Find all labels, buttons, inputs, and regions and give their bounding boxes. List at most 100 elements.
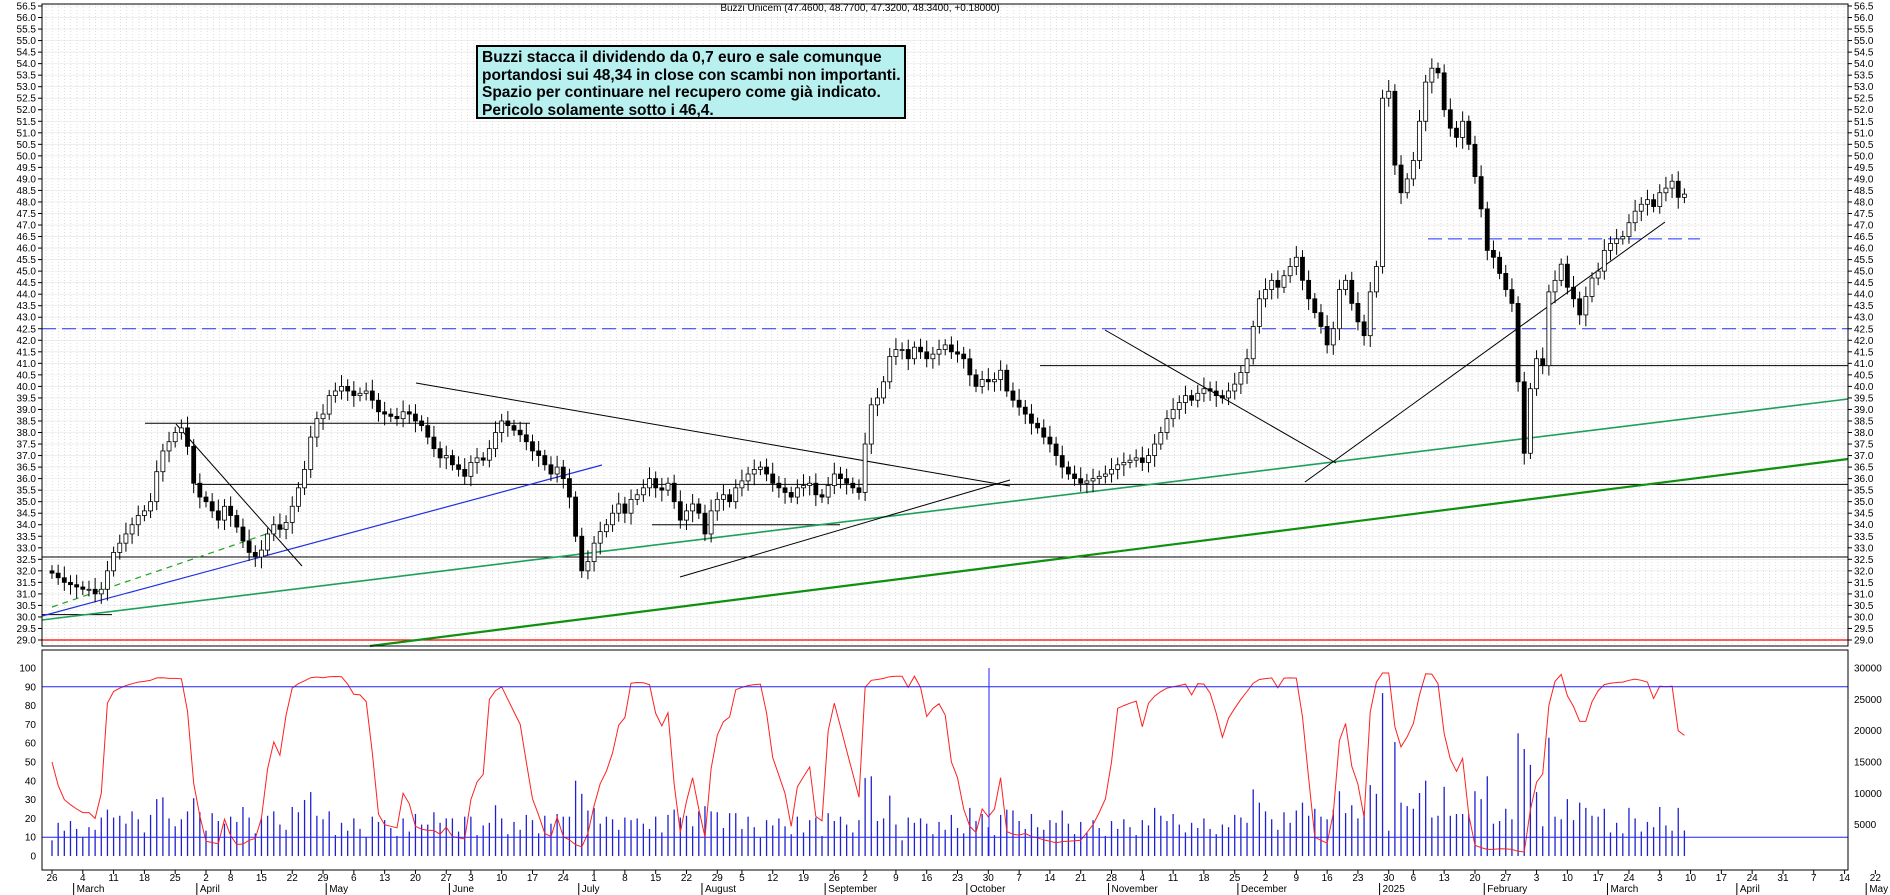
x-day-label: 21 <box>1075 873 1087 884</box>
candle-body <box>1441 72 1447 111</box>
price-tick-label-right: 52.0 <box>1854 105 1874 116</box>
candle-body <box>271 524 277 535</box>
candle-body <box>1053 443 1059 456</box>
price-tick-label-left: 30.5 <box>17 601 37 612</box>
candle-body <box>1528 388 1533 454</box>
candle-body <box>1318 312 1324 327</box>
volume-tick-label: 30000 <box>1854 664 1882 675</box>
candle-body <box>511 425 517 431</box>
candle-body <box>215 510 221 521</box>
candle-body <box>616 503 622 514</box>
candle-body <box>1608 243 1613 251</box>
candle-body <box>413 413 418 422</box>
price-tick-label-left: 41.5 <box>17 347 37 358</box>
price-tick-label-left: 37.0 <box>17 451 37 462</box>
candle-body <box>1374 266 1379 293</box>
candle-body <box>1669 180 1675 189</box>
candle-body <box>295 487 301 507</box>
price-tick-label-right: 47.0 <box>1854 221 1874 232</box>
candle-body <box>1256 298 1262 327</box>
annotation-line-3: Spazio per continuare nel recupero come … <box>482 84 881 101</box>
candle-body <box>129 524 135 535</box>
candle-body <box>1201 388 1207 394</box>
annotation-box: Buzzi stacca il dividendo da 0,7 euro e … <box>476 45 906 119</box>
candle-body <box>1041 427 1047 438</box>
price-tick-label-left: 40.5 <box>17 370 37 381</box>
candle-body <box>1102 473 1108 477</box>
candle-body <box>117 542 123 553</box>
candle-body <box>1515 303 1521 383</box>
candle-body <box>1287 266 1293 277</box>
candle-body <box>166 441 172 452</box>
candle-body <box>1072 473 1077 480</box>
price-tick-label-left: 39.5 <box>17 393 37 404</box>
price-tick-label-right: 50.0 <box>1854 151 1874 162</box>
x-day-label: 20 <box>1469 873 1481 884</box>
trend-line <box>415 382 1011 487</box>
x-month-label: July <box>582 884 600 895</box>
candle-body <box>1620 236 1626 240</box>
candle-body <box>1651 199 1656 207</box>
stochastic-tick-label: 80 <box>25 701 37 712</box>
candle-body <box>751 468 757 475</box>
price-tick-label-right: 41.0 <box>1854 359 1874 370</box>
price-tick-label-right: 33.5 <box>1854 532 1874 543</box>
volume-tick-label: 15000 <box>1854 758 1882 769</box>
candle-body <box>345 385 351 392</box>
candle-body <box>1552 279 1558 293</box>
x-day-label: 16 <box>921 873 933 884</box>
volume-tick-label: 20000 <box>1854 726 1882 737</box>
candle-body <box>1059 455 1065 468</box>
candle-body <box>1164 418 1170 433</box>
x-day-label: 2 <box>203 873 209 884</box>
candle-body <box>1010 390 1016 401</box>
price-tick-label-left: 53.5 <box>17 71 37 82</box>
lower-panel-frame <box>41 649 1849 871</box>
candle-body <box>1682 193 1687 198</box>
candle-body <box>1343 279 1348 290</box>
candle-body <box>419 420 425 426</box>
candle-body <box>302 468 307 489</box>
candle-body <box>1269 279 1275 290</box>
candle-body <box>240 526 246 542</box>
axes: 56.5 56.556.0 56.055.5 55.555.0 55.054.5 54.5… <box>17 2 1888 895</box>
candle-body <box>400 411 406 420</box>
candle-body <box>1558 263 1564 281</box>
candle-body <box>733 487 739 503</box>
x-day-label: 24 <box>558 873 570 884</box>
candle-body <box>1472 143 1478 178</box>
x-day-label: 10 <box>1685 873 1697 884</box>
candle-body <box>1466 120 1472 145</box>
price-tick-label-right: 50.5 <box>1854 140 1874 151</box>
candle-body <box>825 485 831 498</box>
candle-body <box>246 540 252 553</box>
trend-line <box>175 423 303 567</box>
candle-body <box>277 524 283 530</box>
candle-body <box>690 503 696 512</box>
candle-body <box>696 503 702 514</box>
candle-body <box>1263 289 1268 300</box>
candle-body <box>979 379 985 387</box>
price-tick-label-right: 42.0 <box>1854 336 1874 347</box>
x-day-label: 22 <box>1870 873 1882 884</box>
candle-body <box>1484 208 1490 251</box>
stochastic-oscillator <box>42 668 1848 856</box>
price-tick-label-right: 40.0 <box>1854 382 1874 393</box>
stochastic-tick-label: 50 <box>25 758 37 769</box>
candle-body <box>1564 263 1570 288</box>
candle-body <box>1478 176 1484 210</box>
price-tick-label-left: 42.0 <box>17 336 37 347</box>
price-tick-label-left: 42.5 <box>17 324 37 335</box>
candle-body <box>1614 238 1620 244</box>
price-tick-label-left: 29.5 <box>17 624 37 635</box>
candle-body <box>320 413 326 420</box>
volume-tick-label: 25000 <box>1854 695 1882 706</box>
price-tick-label-left: 43.0 <box>17 313 37 324</box>
x-day-label: 10 <box>496 873 508 884</box>
candle-body <box>1281 275 1287 288</box>
x-month-label: May <box>329 884 348 895</box>
candle-body <box>819 494 825 498</box>
candle-body <box>259 549 264 558</box>
x-day-label: 6 <box>1411 873 1417 884</box>
price-tick-label-left: 29.0 <box>17 636 37 647</box>
